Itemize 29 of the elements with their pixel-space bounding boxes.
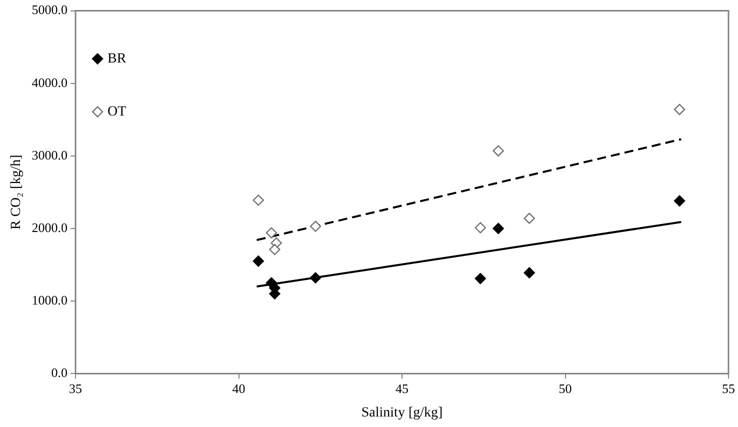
y-axis-title: R CO₂ [kg/h] — [9, 154, 24, 230]
point — [474, 272, 486, 284]
point — [310, 220, 322, 232]
point — [674, 195, 686, 207]
y-tick-label: 1000.0 — [32, 292, 68, 308]
y-tick-label: 5000.0 — [32, 2, 68, 18]
point — [266, 227, 278, 238]
point — [269, 244, 280, 256]
x-tick-label: 35 — [69, 380, 82, 396]
x-tick-label: 45 — [396, 380, 409, 396]
x-tick-label: 40 — [232, 380, 246, 396]
point — [674, 104, 686, 116]
x-axis-title: Salinity [g/kg] — [361, 405, 443, 420]
legend-label: OT — [108, 104, 127, 120]
y-tick-label: 2000.0 — [32, 220, 68, 235]
point — [524, 267, 535, 278]
point — [252, 194, 264, 206]
y-tick-label: 3000.0 — [32, 147, 68, 162]
y-tick-label: 0.0 — [51, 365, 68, 380]
point — [310, 272, 322, 284]
x-tick-label: 50 — [558, 380, 572, 396]
y-tick-label: 4000.0 — [32, 74, 68, 90]
point — [524, 212, 535, 224]
point — [252, 256, 264, 267]
legend-label: BR — [108, 51, 127, 66]
point — [474, 222, 486, 234]
point — [492, 222, 504, 234]
point — [492, 145, 504, 156]
x-tick-label: 55 — [722, 380, 735, 396]
